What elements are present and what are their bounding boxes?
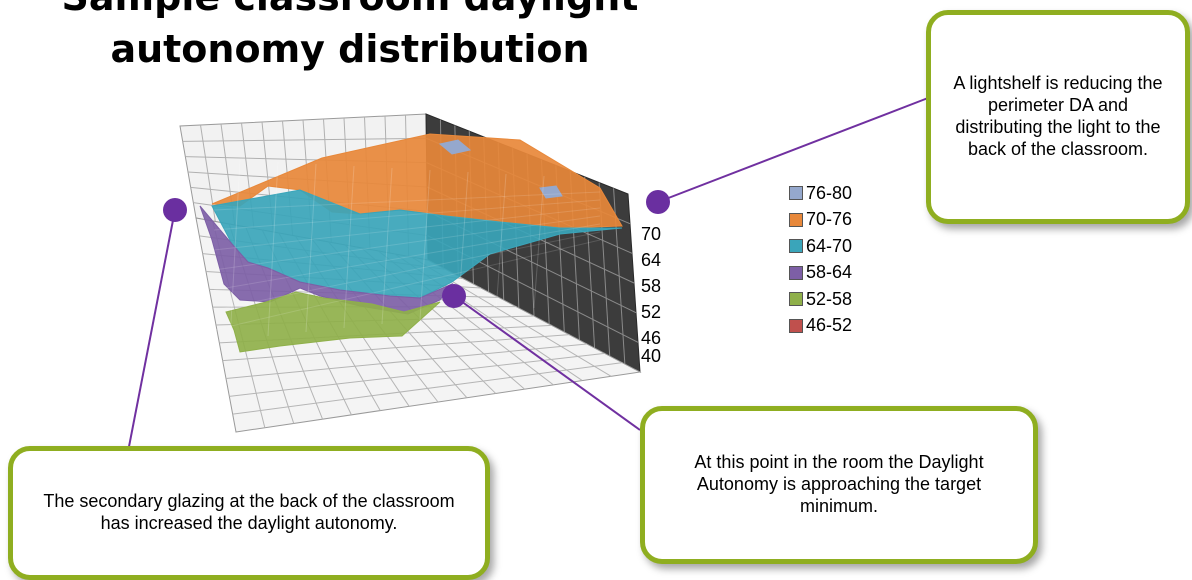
legend-item: 52-58	[789, 286, 852, 313]
leader-line	[125, 209, 176, 463]
floor-gridline	[225, 343, 588, 379]
surface-mesh-line	[305, 163, 317, 333]
callout-secondary-text: The secondary glazing at the back of the…	[43, 491, 455, 533]
leader-line	[657, 97, 929, 203]
callout-target-text: At this point in the room the Daylight A…	[694, 452, 984, 516]
z-tick-label: 70	[641, 224, 662, 244]
legend-swatch	[789, 292, 803, 307]
leader-lines	[125, 97, 929, 463]
z-tick-label: 64	[641, 250, 662, 270]
surface-mesh-line	[343, 165, 355, 329]
callout-lightshelf: A lightshelf is reducing the perimeter D…	[926, 10, 1190, 224]
legend-swatch	[789, 212, 803, 227]
wall-gridline	[182, 137, 427, 142]
surface-band-highlight	[438, 139, 472, 155]
surface-mesh-line	[381, 167, 393, 325]
z-tick-label: 52	[641, 302, 662, 322]
chart-title-line2: autonomy distribution	[110, 27, 590, 71]
marker-dot	[442, 284, 466, 308]
leader-line	[453, 295, 641, 431]
surface-mesh-line	[419, 169, 431, 321]
legend-item: 70-76	[789, 207, 852, 234]
floor-gridline	[222, 334, 570, 362]
surface-mesh-line	[533, 175, 545, 309]
z-tick-label: 40	[641, 346, 662, 366]
legend-label: 64-70	[806, 235, 853, 256]
legend-swatch	[789, 239, 803, 254]
legend-item: 64-70	[789, 233, 852, 260]
legend-item: 76-80	[789, 180, 852, 207]
surface-band	[199, 205, 454, 315]
surface-mesh-line	[213, 223, 601, 291]
legend-item: 46-52	[789, 313, 852, 340]
legend-label: 52-58	[806, 288, 853, 309]
surface-mesh-line	[213, 191, 601, 211]
legend-swatch	[789, 186, 803, 201]
chart-surface	[199, 133, 623, 353]
legend-label: 70-76	[806, 209, 853, 230]
surface-mesh-line	[229, 159, 241, 341]
surface-mesh-line	[213, 231, 601, 311]
chart-title-line1: Sample classroom daylight	[0, 0, 700, 16]
legend-swatch	[789, 265, 803, 280]
z-tick-label: 46	[641, 328, 662, 348]
surface-mesh-line	[213, 239, 601, 331]
callout-secondary-glazing: The secondary glazing at the back of the…	[8, 446, 490, 580]
surface-mesh-line	[495, 173, 507, 313]
surface-mesh-line	[213, 215, 601, 271]
z-tick-label: 58	[641, 276, 662, 296]
legend-item: 58-64	[789, 260, 852, 287]
callout-target-minimum: At this point in the room the Daylight A…	[640, 406, 1038, 564]
surface-mesh-line	[213, 199, 601, 231]
callout-lightshelf-text: A lightshelf is reducing the perimeter D…	[953, 73, 1163, 159]
surface-band-highlight	[539, 185, 563, 199]
surface-band	[225, 291, 441, 353]
legend-label: 76-80	[806, 182, 853, 203]
legend-swatch	[789, 318, 803, 333]
legend-label: 58-64	[806, 262, 853, 283]
surface-mesh-line	[213, 207, 601, 251]
chart-legend: 76-80 70-76 64-70 58-64 52-58 46-52	[789, 180, 852, 339]
marker-dot	[646, 190, 670, 214]
legend-label: 46-52	[806, 315, 853, 336]
marker-dot	[163, 198, 187, 222]
surface-mesh-line	[267, 161, 279, 337]
